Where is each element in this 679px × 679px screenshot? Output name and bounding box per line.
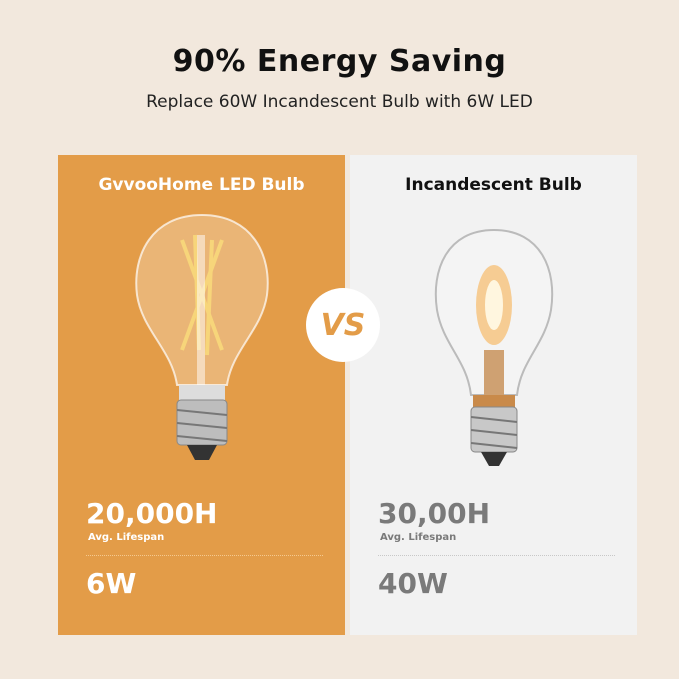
page-title: 90% Energy Saving [172,44,507,79]
incandescent-divider [378,555,615,556]
incandescent-panel-title: Incandescent Bulb [405,175,582,195]
led-wattage: 6W [86,567,137,600]
led-lifespan-value: 20,000H [86,497,218,530]
vs-badge: VS [306,288,380,362]
led-panel-title: GvvooHome LED Bulb [98,175,305,195]
led-lifespan-label: Avg. Lifespan [88,532,165,543]
incandescent-bulb-image [434,228,553,466]
incandescent-wattage: 40W [378,567,448,600]
incandescent-bulb-panel: Incandescent Bulb 30,00H Avg. Lifespan 4… [350,155,637,635]
incandescent-lifespan-label: Avg. Lifespan [380,532,457,543]
led-filament-bulb-image [134,213,269,460]
page-subtitle: Replace 60W Incandescent Bulb with 6W LE… [146,92,533,112]
led-divider [86,555,323,556]
led-bulb-panel: GvvooHome LED Bulb 20,000H Avg. Lifespan… [58,155,345,635]
incandescent-lifespan-value: 30,00H [378,497,490,530]
